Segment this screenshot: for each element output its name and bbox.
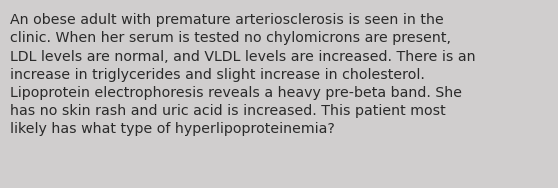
Text: An obese adult with premature arteriosclerosis is seen in the
clinic. When her s: An obese adult with premature arterioscl… [10,13,475,136]
